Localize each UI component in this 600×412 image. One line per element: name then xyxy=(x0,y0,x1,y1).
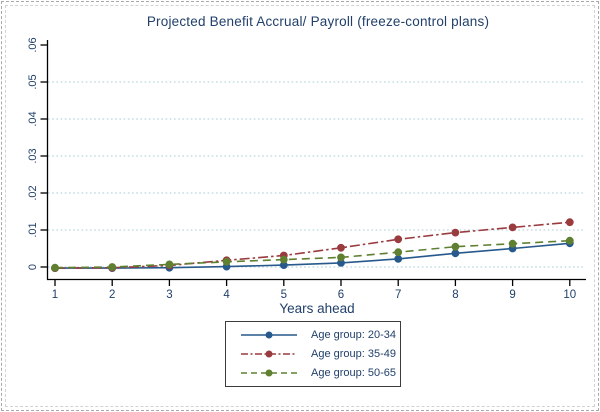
legend-line-sample-green xyxy=(241,369,297,377)
data-point-marker xyxy=(394,235,403,244)
legend-label: Age group: 50-65 xyxy=(311,367,397,380)
y-tick-label: .06 xyxy=(27,37,39,52)
y-tick-label: 0 xyxy=(27,264,39,270)
x-tick-label: 5 xyxy=(281,289,287,301)
x-tick-label: 3 xyxy=(166,289,172,301)
data-point-marker xyxy=(451,242,460,251)
x-axis-ticks: 1 2 3 4 5 6 7 8 9 10 xyxy=(52,279,576,301)
legend-box: Age group: 20-34 Age group: 35-49 Age gr… xyxy=(225,321,401,387)
data-point-marker xyxy=(451,249,460,258)
legend-label: Age group: 35-49 xyxy=(311,347,397,360)
data-point-marker xyxy=(337,243,345,252)
y-tick-label: .03 xyxy=(27,148,39,163)
data-point-marker xyxy=(508,223,517,232)
y-tick-label: .05 xyxy=(27,74,39,89)
legend-item-age-35-49: Age group: 35-49 xyxy=(226,345,400,363)
data-point-marker xyxy=(508,239,517,248)
series-age-group-50-65 xyxy=(51,236,574,272)
y-gridlines xyxy=(48,81,585,268)
legend-item-age-50-65: Age group: 50-65 xyxy=(226,364,400,382)
y-tick-label: .02 xyxy=(27,185,39,200)
x-tick-label: 10 xyxy=(563,289,576,301)
x-tick-label: 2 xyxy=(109,289,115,301)
line-chart-plot-area: 0 .01 .02 .03 .04 .05 .06 1 2 3 4 5 6 7 8 9 10 Years ahea… xyxy=(27,37,586,316)
legend-label: Age group: 20-34 xyxy=(311,328,397,341)
chart-title: Projected Benefit Accrual/ Payroll (free… xyxy=(146,14,490,29)
data-point-marker xyxy=(565,218,574,227)
y-tick-label: .04 xyxy=(27,111,39,126)
legend-line-sample-blue xyxy=(241,331,297,339)
x-tick-label: 4 xyxy=(223,289,230,301)
y-axis-ticks: 0 .01 .02 .03 .04 .05 .06 xyxy=(27,37,48,270)
x-tick-label: 6 xyxy=(338,289,344,301)
x-tick-label: 1 xyxy=(52,289,58,301)
x-tick-label: 8 xyxy=(452,289,458,301)
x-tick-label: 9 xyxy=(509,289,515,301)
x-tick-label: 7 xyxy=(395,289,401,301)
data-point-marker xyxy=(279,255,288,264)
data-point-marker xyxy=(394,248,403,257)
y-tick-label: .01 xyxy=(27,222,39,237)
axes xyxy=(46,40,586,281)
legend-item-age-20-34: Age group: 20-34 xyxy=(226,326,400,344)
legend-line-sample-maroon xyxy=(241,350,297,358)
data-point-marker xyxy=(394,255,403,263)
data-point-marker xyxy=(165,260,174,269)
data-point-marker xyxy=(222,257,231,266)
data-point-marker xyxy=(451,228,460,237)
data-point-marker xyxy=(108,263,117,271)
x-axis-title: Years ahead xyxy=(279,301,354,316)
data-point-marker xyxy=(565,236,574,245)
data-point-marker xyxy=(337,253,345,262)
data-point-marker xyxy=(51,263,59,272)
